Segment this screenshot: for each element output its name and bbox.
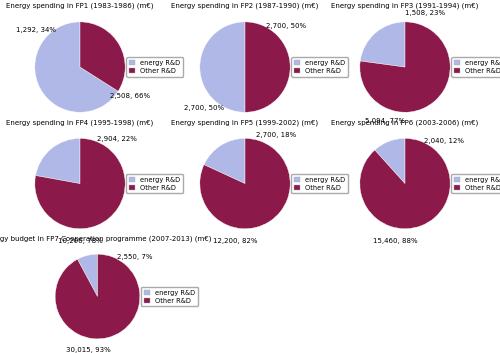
Legend: energy R&D, Other R&D: energy R&D, Other R&D [452,174,500,193]
Title: Energy spending in FP4 (1995-1998) (m€): Energy spending in FP4 (1995-1998) (m€) [6,119,154,126]
Wedge shape [360,138,450,229]
Title: Energy spending in FP5 (1999-2002) (m€): Energy spending in FP5 (1999-2002) (m€) [172,119,318,126]
Text: 10,206, 78%: 10,206, 78% [58,238,102,244]
Title: Energy spending in FP6 (2003-2006) (m€): Energy spending in FP6 (2003-2006) (m€) [332,119,478,126]
Legend: energy R&D, Other R&D: energy R&D, Other R&D [126,174,183,193]
Text: 2,040, 12%: 2,040, 12% [424,138,465,144]
Text: 15,460, 88%: 15,460, 88% [372,238,418,244]
Legend: energy R&D, Other R&D: energy R&D, Other R&D [126,58,183,77]
Wedge shape [55,254,140,339]
Wedge shape [360,22,450,112]
Title: Energy spending in FP2 (1987-1990) (m€): Energy spending in FP2 (1987-1990) (m€) [172,3,318,9]
Wedge shape [36,138,80,184]
Text: 2,700, 18%: 2,700, 18% [256,132,296,138]
Text: 2,700, 50%: 2,700, 50% [184,105,224,111]
Wedge shape [375,138,405,184]
Text: 1,292, 34%: 1,292, 34% [16,27,56,33]
Text: 12,200, 82%: 12,200, 82% [212,238,257,244]
Title: Energy spending in FP3 (1991-1994) (m€): Energy spending in FP3 (1991-1994) (m€) [332,3,478,9]
Text: 30,015, 93%: 30,015, 93% [66,347,110,353]
Text: 2,700, 50%: 2,700, 50% [266,23,306,29]
Wedge shape [204,138,245,184]
Title: Energy budget in FP7 Cooperation programme (2007-2013) (m€): Energy budget in FP7 Cooperation program… [0,236,211,242]
Legend: energy R&D, Other R&D: energy R&D, Other R&D [292,174,348,193]
Wedge shape [35,22,118,112]
Wedge shape [80,22,125,91]
Legend: energy R&D, Other R&D: energy R&D, Other R&D [452,58,500,77]
Wedge shape [35,138,125,229]
Text: 2,508, 66%: 2,508, 66% [110,93,150,99]
Text: 1,508, 23%: 1,508, 23% [404,10,445,16]
Wedge shape [78,254,98,297]
Wedge shape [200,138,290,229]
Wedge shape [200,22,245,112]
Text: 5,094, 77%: 5,094, 77% [365,118,406,124]
Text: 2,550, 7%: 2,550, 7% [116,254,152,260]
Title: Energy spending in FP1 (1983-1986) (m€): Energy spending in FP1 (1983-1986) (m€) [6,3,154,9]
Wedge shape [245,22,290,112]
Wedge shape [360,22,405,67]
Legend: energy R&D, Other R&D: energy R&D, Other R&D [141,287,198,306]
Text: 2,904, 22%: 2,904, 22% [97,136,137,142]
Legend: energy R&D, Other R&D: energy R&D, Other R&D [292,58,348,77]
